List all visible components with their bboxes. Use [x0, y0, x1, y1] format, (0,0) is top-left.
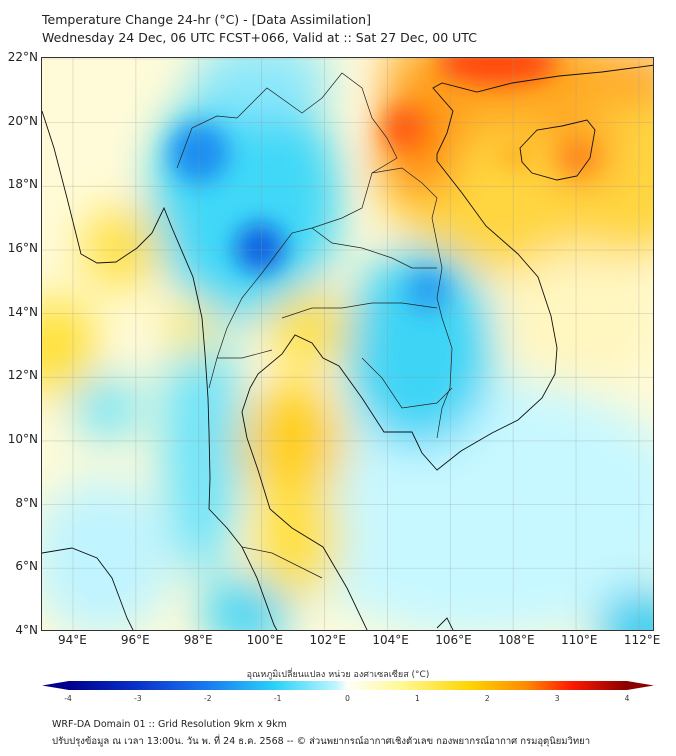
longitude-label: 100°E [246, 633, 284, 647]
colorbar-tick-label: 1 [414, 694, 420, 703]
latitude-label: 6°N [15, 559, 38, 574]
longitude-label: 102°E [309, 633, 347, 647]
colorbar-tick-label: -1 [273, 694, 282, 703]
latitude-label: 18°N [7, 177, 38, 192]
colorbar [68, 681, 627, 690]
latitude-label: 20°N [7, 113, 38, 128]
latitude-label: 8°N [15, 495, 38, 510]
longitude-label: 98°E [183, 633, 213, 647]
latitude-label: 10°N [7, 431, 38, 446]
longitude-label: 112°E [623, 633, 661, 647]
longitude-label: 96°E [120, 633, 150, 647]
chart-subtitle: Wednesday 24 Dec, 06 UTC FCST+066, Valid… [42, 30, 477, 45]
latitude-label: 16°N [7, 240, 38, 255]
colorbar-tick-label: -2 [204, 694, 212, 703]
colorbar-tick-label: 3 [554, 694, 560, 703]
longitude-label: 104°E [372, 633, 409, 647]
longitude-label: 94°E [58, 633, 87, 647]
colorbar-tick-label: -4 [64, 694, 72, 703]
footer-model-info: WRF-DA Domain 01 :: Grid Resolution 9km … [52, 719, 287, 730]
latitude-label: 22°N [7, 50, 38, 64]
colorbar-tick-label: -3 [134, 694, 142, 703]
map-field [42, 58, 653, 630]
colorbar-tick-label: 0 [345, 694, 350, 703]
latitude-label: 14°N [7, 304, 38, 319]
graticule [42, 58, 653, 630]
chart-title: Temperature Change 24-hr (°C) - [Data As… [42, 12, 371, 27]
longitude-label: 108°E [498, 633, 535, 647]
country-borders [176, 72, 453, 579]
longitude-label: 110°E [561, 633, 598, 647]
footer-update-credit: ปรับปรุงข้อมูล ณ เวลา 13:00น. วัน พ. ที่… [52, 736, 591, 747]
colorbar-min-extend [42, 681, 69, 690]
coastlines [42, 64, 653, 630]
colorbar-tick-label: 2 [484, 694, 490, 703]
temperature-change-map [41, 57, 654, 631]
longitude-label: 106°E [435, 633, 472, 647]
latitude-label: 12°N [7, 368, 38, 383]
latitude-label: 4°N [15, 622, 38, 637]
colorbar-tick-label: 4 [624, 694, 630, 703]
colorbar-label: อุณหภูมิเปลี่ยนแปลง หน่วย องศาเซลเซียส (… [246, 670, 430, 680]
colorbar-max-extend [627, 681, 654, 690]
